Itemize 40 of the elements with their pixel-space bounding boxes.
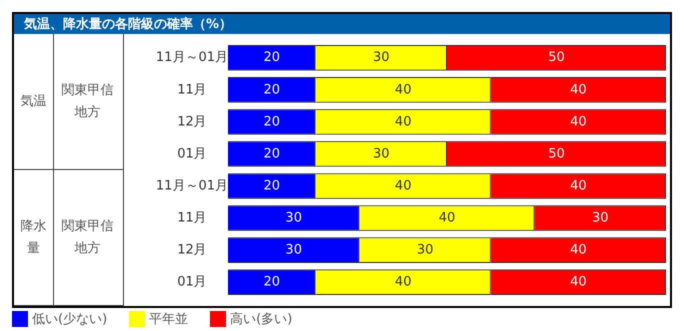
y-tick-label: 11月 (177, 82, 207, 98)
y-tick-label: 11月～01月 (156, 50, 228, 66)
y-tick-label: 11月～01月 (156, 178, 228, 194)
y-tick-label: 01月 (177, 146, 207, 162)
data-label: 50 (548, 146, 565, 162)
legend-label: 低い(少ない) (32, 311, 108, 328)
data-label: 40 (394, 274, 412, 290)
data-label: 20 (264, 274, 280, 290)
data-label: 40 (570, 114, 587, 130)
data-label: 40 (394, 114, 412, 130)
data-label: 20 (264, 178, 280, 194)
legend-label: 高い(多い) (230, 311, 292, 328)
text: 関東甲信地方 (60, 218, 114, 258)
text: 関東甲信地方 (60, 82, 114, 122)
data-label: 40 (570, 178, 587, 194)
data-label: 40 (570, 82, 587, 98)
text: 降水量 (20, 218, 47, 258)
data-label: 20 (264, 50, 280, 66)
data-label: 30 (285, 210, 302, 226)
text: 気温 (20, 92, 46, 110)
data-label: 40 (570, 274, 587, 290)
legend-label: 平年並 (149, 311, 188, 328)
data-label: 30 (373, 146, 390, 162)
data-label: 20 (264, 82, 280, 98)
chart-title: 気温、降水量の各階級の確率（%） (12, 12, 672, 34)
data-label: 30 (373, 50, 390, 66)
data-label: 20 (264, 146, 280, 162)
y-tick-label: 12月 (177, 114, 207, 130)
data-label: 30 (285, 242, 302, 258)
data-label: 50 (548, 50, 565, 66)
data-label: 40 (570, 242, 587, 258)
data-label: 40 (438, 210, 456, 226)
data-label: 30 (592, 210, 609, 226)
y-tick-label: 11月 (177, 210, 207, 226)
data-label: 40 (394, 82, 412, 98)
y-tick-label: 12月 (177, 242, 207, 258)
data-label: 40 (394, 178, 412, 194)
y-tick-label: 01月 (177, 274, 207, 290)
data-label: 30 (416, 242, 434, 258)
data-label: 20 (264, 114, 280, 130)
